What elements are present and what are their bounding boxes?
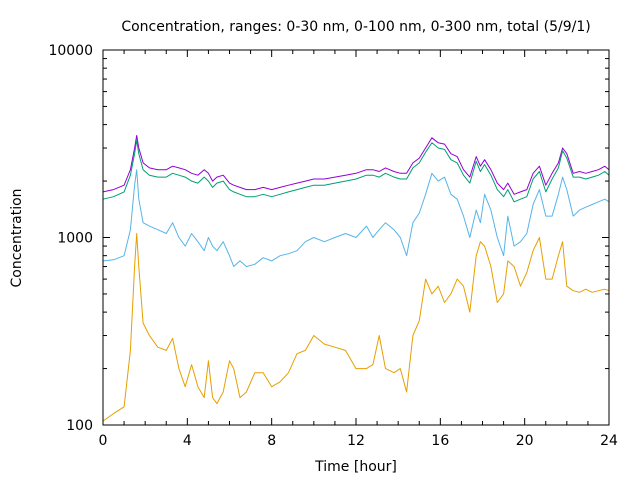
- series-layer: [102, 135, 610, 422]
- x-tick-label: 0: [99, 433, 108, 449]
- x-tick-label: 16: [431, 433, 449, 449]
- y-axis-label: Concentration: [9, 188, 25, 287]
- y-tick-label: 10000: [48, 43, 93, 59]
- x-tick-label: 4: [183, 433, 192, 449]
- series-line-3: [102, 169, 610, 267]
- series-line-4: [102, 233, 610, 422]
- series-line-1: [102, 135, 610, 195]
- series-line-2: [102, 139, 610, 203]
- x-tick-label: 8: [267, 433, 276, 449]
- x-tick-label: 20: [516, 433, 534, 449]
- chart-title: Concentration, ranges: 0-30 nm, 0-100 nm…: [121, 19, 590, 35]
- y-tick-label: 100: [66, 418, 93, 434]
- x-axis-label: Time [hour]: [314, 459, 397, 475]
- x-tick-label: 12: [347, 433, 365, 449]
- y-tick-label: 1000: [57, 231, 93, 247]
- x-tick-label: 24: [600, 433, 618, 449]
- tick-layer: 0 4 8 12 16 20 24 100 1000 10000: [48, 43, 618, 449]
